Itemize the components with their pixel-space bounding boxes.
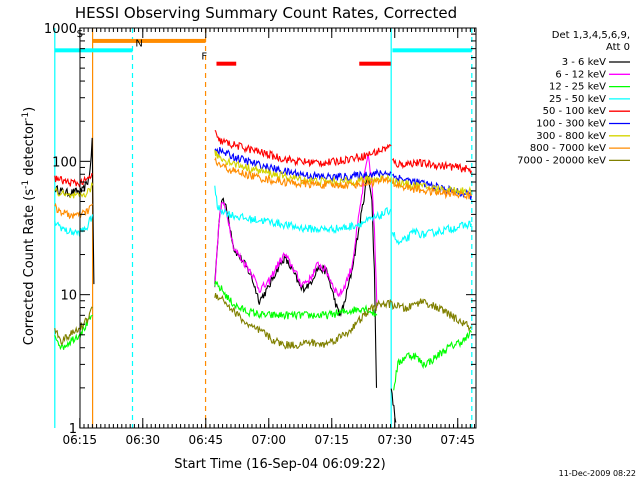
legend-label: 7000 - 20000 keV xyxy=(517,155,606,166)
legend-label: 300 - 800 keV xyxy=(536,131,606,142)
state-bar-label: N xyxy=(135,38,142,49)
y-tick-label: 1 xyxy=(69,422,77,437)
x-tick-label: 07:00 xyxy=(251,433,286,447)
y-tick-label: 1000 xyxy=(44,22,77,37)
series-line-2 xyxy=(393,329,472,391)
y-tick-label: 100 xyxy=(52,155,77,170)
footer-timestamp: 11-Dec-2009 08:22 xyxy=(559,469,636,478)
series-line-8 xyxy=(54,306,93,346)
state-markers xyxy=(54,28,473,428)
legend-label: 100 - 300 keV xyxy=(536,119,606,130)
series-line-7 xyxy=(214,156,392,190)
x-tick-label: 07:15 xyxy=(314,433,349,447)
x-axis-label: Start Time (16-Sep-04 06:09:22) xyxy=(174,457,385,472)
series-line-5 xyxy=(214,146,392,183)
series-line-7 xyxy=(391,179,472,201)
legend-header: Det 1,3,4,5,6,9, xyxy=(552,30,630,41)
chart-title: HESSI Observing Summary Count Rates, Cor… xyxy=(75,4,457,22)
state-bars: SNF xyxy=(54,29,472,66)
axes: 06:15 06:30 06:45 07:00 07:15 07:30 07:45 1 10 10… xyxy=(44,22,477,447)
legend-label: 3 - 6 keV xyxy=(562,57,606,68)
x-tick-label: 06:30 xyxy=(125,433,160,447)
state-bar xyxy=(392,48,472,53)
legend-header: Att 0 xyxy=(606,42,630,53)
series-line-4 xyxy=(214,130,392,168)
series-line-4 xyxy=(391,157,472,174)
plot-frame xyxy=(79,27,477,429)
series-line-3 xyxy=(391,220,472,246)
legend-label: 800 - 7000 keV xyxy=(530,143,606,154)
series-line-3 xyxy=(214,185,392,235)
series-lines xyxy=(54,130,472,423)
legend-label: 25 - 50 keV xyxy=(549,94,606,105)
legend-label: 50 - 100 keV xyxy=(543,106,607,117)
series-line-3 xyxy=(54,214,94,237)
state-bar xyxy=(216,61,237,66)
series-line-4 xyxy=(54,172,93,188)
state-bar xyxy=(54,48,133,53)
series-line-7 xyxy=(54,202,94,220)
series-line-1 xyxy=(214,154,378,308)
series-line-6 xyxy=(54,182,94,199)
state-bar xyxy=(359,61,391,66)
y-tick-label: 10 xyxy=(60,289,77,304)
state-bar xyxy=(92,38,206,43)
series-line-8 xyxy=(214,293,472,350)
series-line-0 xyxy=(214,174,378,388)
x-tick-label: 06:15 xyxy=(62,433,97,447)
series-line-0 xyxy=(390,388,397,423)
y-axis-label: Corrected Count Rate (s-1 detector-1) xyxy=(21,107,37,345)
x-tick-label: 06:45 xyxy=(188,433,223,447)
legend-label: 6 - 12 keV xyxy=(555,69,606,80)
series-line-2 xyxy=(214,280,378,321)
x-tick-label: 07:30 xyxy=(377,433,412,447)
legend-label: 12 - 25 keV xyxy=(549,82,606,93)
state-bar-label: F xyxy=(201,52,207,63)
x-tick-label: 07:45 xyxy=(440,433,475,447)
